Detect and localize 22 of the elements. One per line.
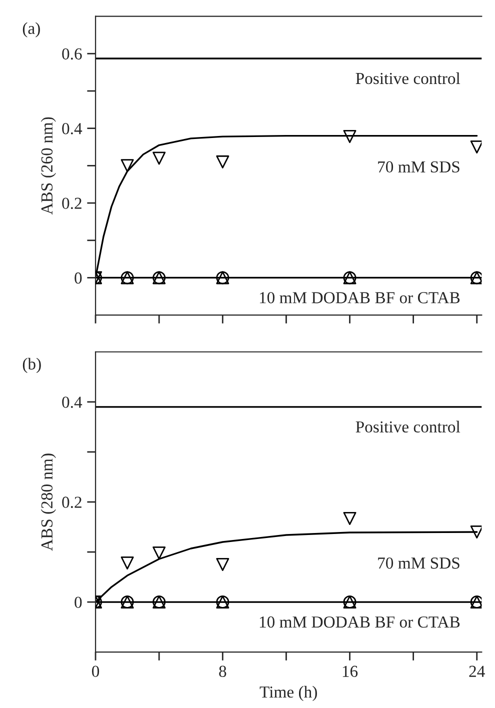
x-tick-label: 16 bbox=[342, 666, 358, 677]
y-tick-label: 0 bbox=[74, 596, 82, 608]
y-axis-title: ABS (260 nm) bbox=[40, 117, 56, 215]
y-tick-label: 0.2 bbox=[62, 198, 82, 210]
x-tick-label: 0 bbox=[92, 666, 100, 677]
chart-title: (a) bbox=[22, 22, 40, 38]
ref-line-label: Positive control bbox=[356, 72, 460, 84]
y-tick-label: 0.4 bbox=[62, 123, 82, 134]
annotation: 70 mM SDS bbox=[378, 161, 460, 173]
ref-line-label: Positive control bbox=[356, 420, 460, 433]
x-axis-title: Time (h) bbox=[260, 686, 317, 702]
y-tick-label: 0.2 bbox=[62, 496, 82, 508]
y-axis-title: ABS (280 nm) bbox=[40, 454, 56, 551]
x-tick-label: 8 bbox=[219, 666, 226, 677]
chart-title: (b) bbox=[22, 358, 41, 373]
ref-line-label: 10 mM DODAB BF or CTAB bbox=[260, 616, 460, 628]
x-tick-label: 24 bbox=[469, 666, 485, 677]
annotation: 70 mM SDS bbox=[378, 557, 460, 569]
ref-line-label: 10 mM DODAB BF or CTAB bbox=[260, 292, 460, 304]
y-tick-label: 0.6 bbox=[62, 48, 82, 60]
y-tick-label: 0.4 bbox=[62, 396, 82, 408]
y-tick-label: 0 bbox=[74, 272, 82, 284]
